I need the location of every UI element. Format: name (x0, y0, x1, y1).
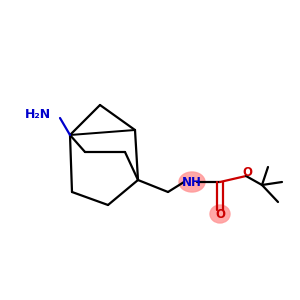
Ellipse shape (210, 205, 230, 223)
Text: H₂N: H₂N (25, 107, 51, 121)
Text: O: O (242, 166, 252, 178)
Ellipse shape (179, 172, 205, 192)
Text: O: O (215, 208, 225, 220)
Text: NH: NH (182, 176, 202, 188)
